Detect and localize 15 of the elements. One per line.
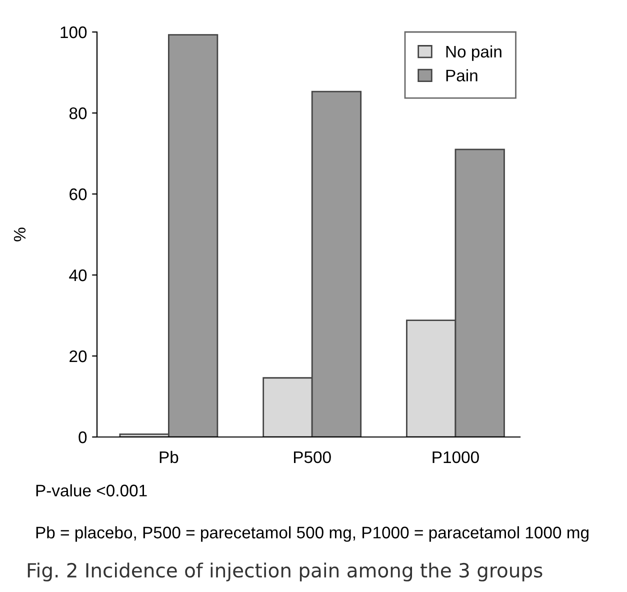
caption: Fig. 2 Incidence of injection pain among the 3 groups: [28, 562, 542, 582]
legend-label: No pain: [446, 45, 502, 61]
y-tick-label: 0: [78, 431, 87, 444]
y-tick-label: 60: [70, 188, 87, 200]
y-tick-label: 40: [69, 269, 87, 282]
x-tick-label: Pb: [160, 450, 178, 464]
y-tick-label: 80: [69, 107, 87, 120]
x-tick-label: P1000: [432, 451, 479, 464]
text: P-value <0.001: [36, 484, 147, 496]
y-tick-label: 100: [60, 26, 87, 38]
y-tick-label: 20: [70, 350, 87, 362]
x-tick-label: P500: [294, 451, 331, 464]
y-axis-title: %: [14, 228, 26, 242]
text: Pb = placebo, P500 = parecetamol 500 mg, P1000 = paracetamol 1000 mg: [36, 526, 588, 542]
legend-label: Pain: [446, 69, 478, 82]
